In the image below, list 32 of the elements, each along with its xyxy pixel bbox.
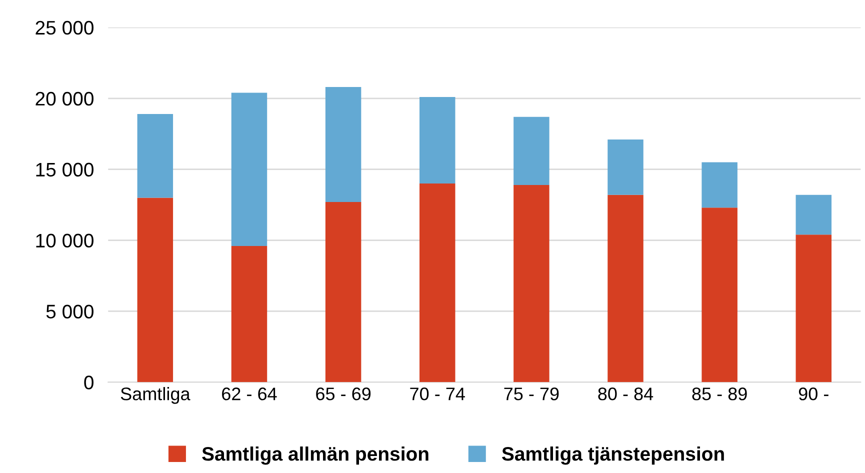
bar [796, 234, 832, 382]
bar [514, 184, 550, 382]
bar [137, 114, 174, 198]
bar [419, 96, 456, 184]
y-tick-label: 20 000 [36, 92, 94, 106]
x-tick-label: 85 - 89 [692, 388, 747, 400]
y-tick-label: 25 000 [36, 20, 94, 35]
bar [796, 194, 832, 235]
bar [702, 208, 738, 382]
x-tick-label: 62 - 64 [222, 388, 277, 400]
x-tick-label: 70 - 74 [410, 388, 465, 400]
y-tick-label: 10 000 [36, 234, 94, 248]
bar [231, 92, 268, 246]
legend-label: Samtliga allmän pension [202, 446, 428, 465]
x-tick-label: 65 - 69 [316, 388, 371, 400]
bar [514, 116, 550, 185]
y-tick-label: 0 [84, 376, 94, 390]
x-tick-label: Samtliga [120, 387, 190, 404]
bar [137, 198, 174, 382]
bar [608, 140, 644, 195]
y-tick-label: 15 000 [36, 162, 94, 177]
x-tick-label: 90 - [798, 388, 828, 400]
legend-label: Samtliga tjänstepension [502, 446, 724, 465]
bar [231, 246, 268, 382]
bar [702, 162, 738, 208]
x-tick-label: 80 - 84 [598, 388, 654, 400]
bar [325, 87, 362, 202]
bar [608, 194, 644, 382]
bar [325, 202, 362, 382]
x-tick-label: 75 - 79 [504, 388, 559, 400]
y-tick-label: 5 000 [46, 304, 94, 318]
bar [419, 184, 456, 382]
